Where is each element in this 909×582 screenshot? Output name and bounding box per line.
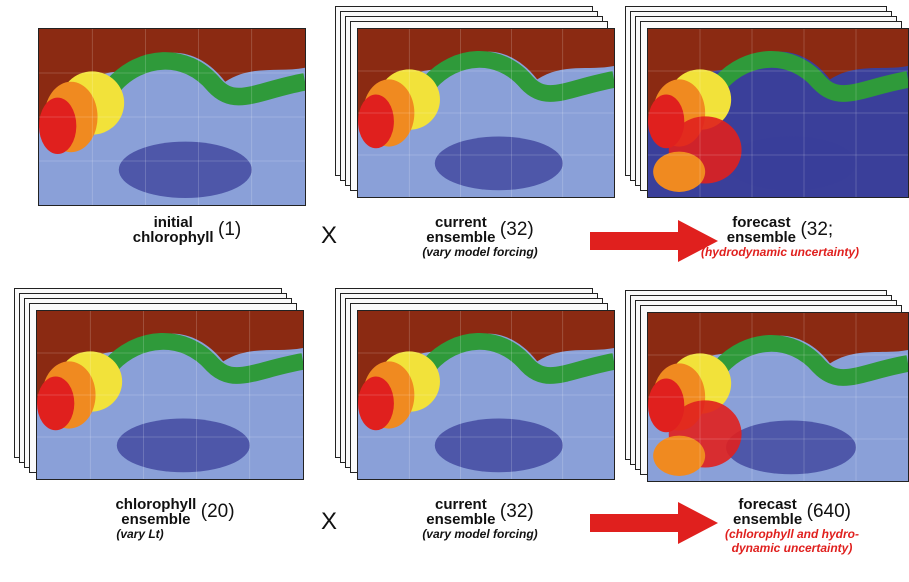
panel-forecast-ensemble-2 [625,290,909,482]
label-sub: (vary model forcing) [422,527,538,541]
chlorophyll-map [38,28,306,206]
label-forecast-ensemble-1: forecast ensemble (32; (hydrodynamic unc… [660,215,900,259]
label-main: current ensemble [426,214,496,246]
label-main: forecast ensemble [732,496,803,528]
label-initial-chlorophyll: initial chlorophyll (1) [92,215,282,245]
multiply-symbol: X [321,508,338,535]
label-count: (32; [800,219,834,240]
panel-initial-chlorophyll [38,28,306,206]
label-main: initial chlorophyll [132,214,214,246]
panel-forecast-ensemble-1 [625,6,909,198]
label-sub: (hydrodynamic uncertainty) [700,245,860,259]
label-main: forecast ensemble [726,214,796,246]
label-sub: (vary model forcing) [422,245,538,259]
panel-chlorophyll-ensemble [14,288,304,480]
label-sub: (chlorophyll and hydro- dynamic uncertai… [725,527,859,555]
label-forecast-ensemble-2: forecast ensemble (640) (chlorophyll and… [675,497,909,555]
label-main: current ensemble [426,496,496,528]
label-chlorophyll-ensemble: chlorophyll ensemble (20) (vary Lt) [60,497,290,541]
label-count: (32) [499,501,534,522]
label-current-ensemble-2: current ensemble (32) (vary model forcin… [370,497,590,541]
label-sub: (vary Lt) [116,527,164,541]
label-count: (1) [218,219,242,240]
panel-current-ensemble-2 [335,288,615,480]
current-map [357,310,615,480]
label-count: (20) [200,501,235,522]
multiply-symbol: X [321,222,338,249]
label-main: chlorophyll ensemble [115,496,197,528]
label-current-ensemble-1: current ensemble (32) (vary model forcin… [370,215,590,259]
forecast-map [647,28,909,198]
forecast-map [647,312,909,482]
arrow-right-icon [590,502,718,544]
arrow-right-icon [590,220,718,262]
label-count: (32) [499,219,534,240]
label-count: (640) [806,501,851,522]
current-map [357,28,615,198]
chlorophyll-map [36,310,304,480]
panel-current-ensemble-1 [335,6,615,198]
